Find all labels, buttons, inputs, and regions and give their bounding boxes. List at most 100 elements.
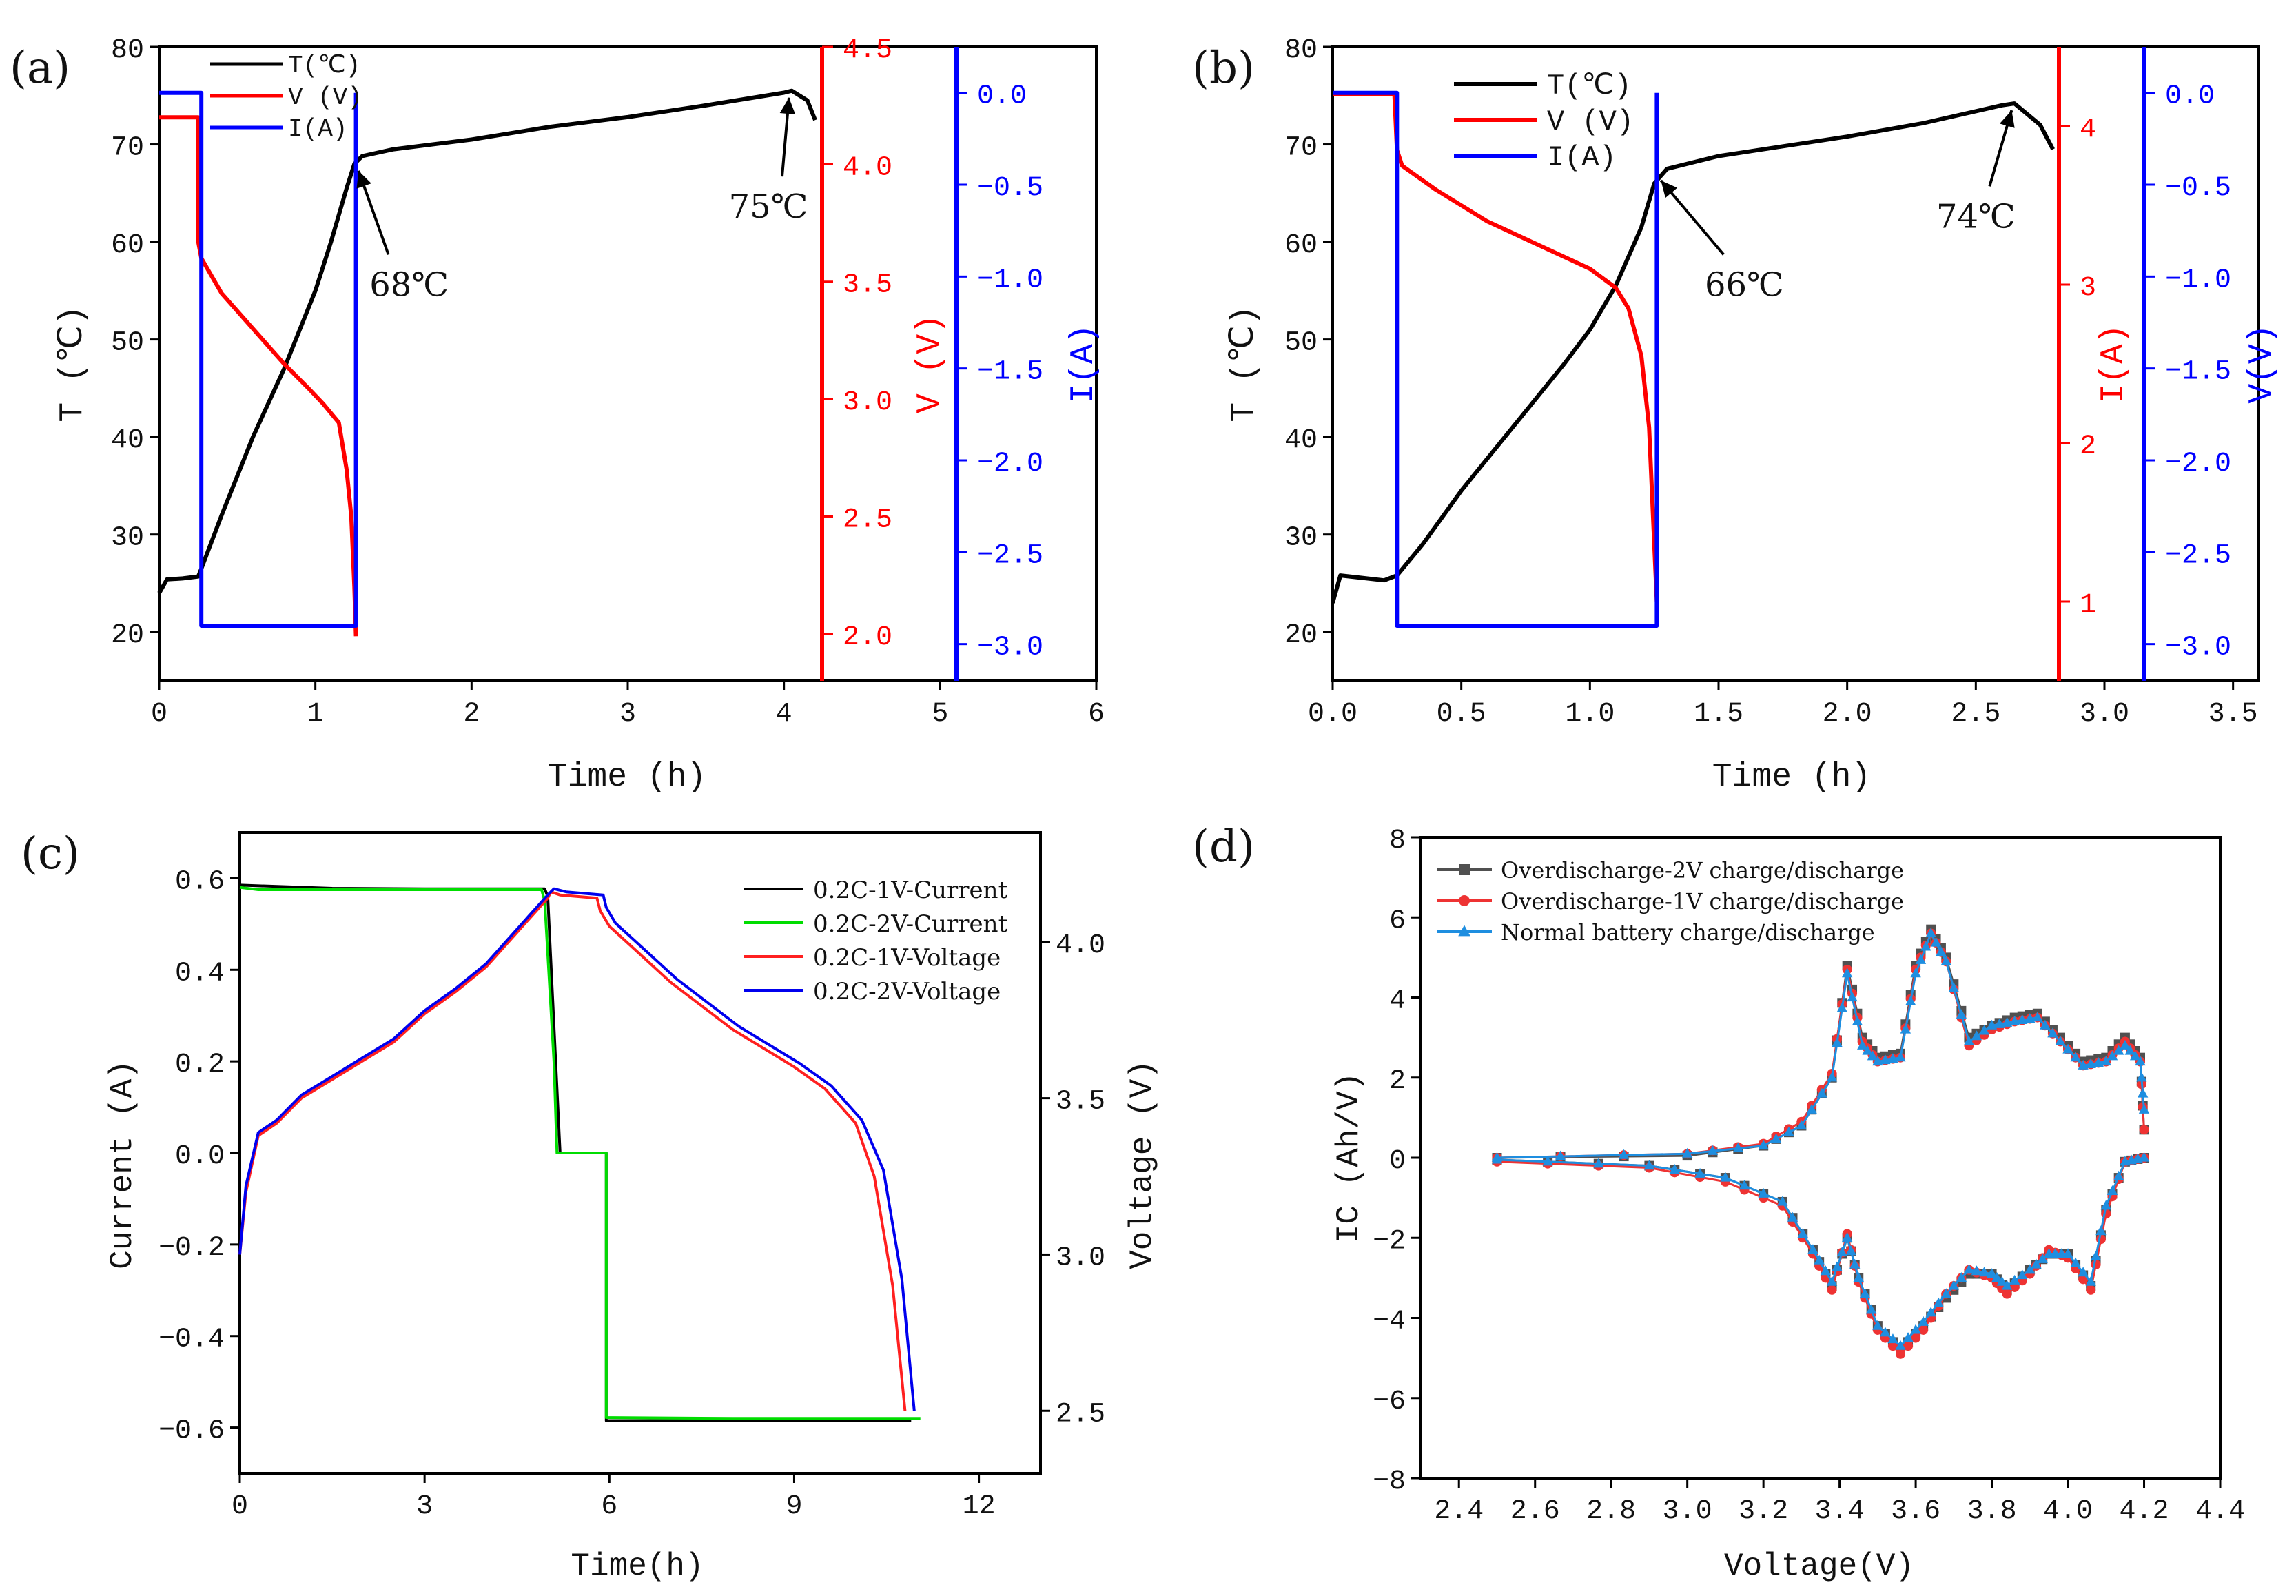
d-xtick-label-7: 3.8 xyxy=(1967,1496,2017,1527)
panel-a-xlabel: Time (h) xyxy=(548,759,706,796)
c-ytick-label-5: 0.4 xyxy=(175,958,225,989)
b-ytick-label-2: 40 xyxy=(1284,425,1318,456)
d-series-2-charge-point-20 xyxy=(1867,1050,1878,1061)
d-series-2-charge-point-51 xyxy=(2078,1059,2089,1070)
d-ytick-label-4: 0 xyxy=(1389,1146,1406,1177)
d-series-1-discharge-point-36 xyxy=(1896,1349,1905,1359)
b-I-tick-label-3: 4 xyxy=(2080,114,2096,145)
d-series-2-discharge-point-56 xyxy=(1739,1180,1750,1190)
a-ytick-label-5: 70 xyxy=(111,133,144,164)
d-series-2-discharge-point-8 xyxy=(2090,1250,2102,1260)
d-series-2-discharge-point-57 xyxy=(1720,1172,1731,1182)
d-xtick-label-10: 4.4 xyxy=(2195,1496,2245,1527)
d-series-2-charge-point-2 xyxy=(1618,1149,1630,1159)
d-series-2-charge-point-22 xyxy=(1880,1054,1891,1065)
a-annotation-1: 75℃ xyxy=(729,187,808,226)
d-series-2-discharge-point-30 xyxy=(1940,1288,1951,1298)
d-series-2-charge-point-11 xyxy=(1816,1087,1827,1098)
d-series-2-charge-point-23 xyxy=(1887,1053,1898,1063)
d-series-2-discharge-point-21 xyxy=(2001,1280,2013,1290)
panel-a-label: (a) xyxy=(10,43,70,94)
d-series-2-charge-point-43 xyxy=(2017,1014,2028,1025)
d-series-2-discharge-point-6 xyxy=(2100,1200,2111,1210)
d-series-2-discharge-point-52 xyxy=(1797,1228,1808,1238)
c-xtick-label-0: 0 xyxy=(232,1491,248,1522)
b-xtick-label-5: 2.5 xyxy=(1951,699,2000,730)
b-annotation-arrow-0-shaft xyxy=(1659,179,1725,256)
d-series-2-charge-point-10 xyxy=(1806,1103,1817,1114)
b-V-tick-label-2: −2.0 xyxy=(2165,449,2231,480)
legend-a-T-label: T(℃) xyxy=(288,52,360,80)
d-series-2-charge-point-26 xyxy=(1905,995,1916,1005)
d-series-2-discharge-point-55 xyxy=(1758,1187,1769,1198)
a-xtick-label-5: 5 xyxy=(932,699,948,730)
c-v-tick-label-0: 2.5 xyxy=(1056,1399,1105,1430)
d-series-2-discharge-point-54 xyxy=(1777,1196,1788,1206)
b-I-tick-label-1: 2 xyxy=(2080,431,2096,462)
d-series-2-charge-point-28 xyxy=(1915,954,1927,964)
d-series-2-discharge-point-49 xyxy=(1820,1265,1832,1276)
a-annotation-arrow-1-head xyxy=(779,97,796,114)
d-series-2-charge-point-58 xyxy=(2124,1045,2135,1055)
b-annotation-1: 74℃ xyxy=(1936,197,2016,236)
a-ytick-label-6: 80 xyxy=(111,35,144,66)
b-I-tick-label-0: 1 xyxy=(2080,590,2096,621)
d-series-2-discharge-point-61 xyxy=(1593,1158,1604,1168)
b-ytick-label-6: 80 xyxy=(1284,35,1318,66)
d-series-2-discharge-point-11 xyxy=(2070,1257,2081,1267)
panel-c-ylabel-voltage: Voltage (V) xyxy=(1125,1060,1160,1269)
a-I-tick-label-4: −1.0 xyxy=(977,265,1043,296)
d-xtick-label-2: 2.8 xyxy=(1586,1496,1636,1527)
b-ytick-label-3: 50 xyxy=(1284,328,1318,359)
a-I-tick-label-0: −3.0 xyxy=(977,633,1043,664)
d-series-2-charge-point-12 xyxy=(1826,1072,1838,1082)
a-I-tick-label-2: −2.0 xyxy=(977,449,1043,480)
d-series-2-discharge-point-45 xyxy=(1841,1231,1853,1242)
d-series-1-discharge-point-34 xyxy=(1911,1333,1921,1343)
d-series-1-discharge-point-33 xyxy=(1918,1324,1929,1335)
d-series-2-charge-point-4 xyxy=(1707,1145,1719,1155)
d-series-2-charge-point-45 xyxy=(2032,1012,2043,1022)
d-series-2-charge-point-59 xyxy=(2129,1050,2141,1061)
a-ytick-label-1: 30 xyxy=(111,523,144,554)
d-series-2-charge-point-7 xyxy=(1770,1133,1782,1143)
d-series-2-charge-point-30 xyxy=(1925,928,1936,938)
a-annotation-0: 68℃ xyxy=(369,265,449,304)
d-xtick-label-3: 3.0 xyxy=(1663,1496,1712,1527)
d-series-2-charge-point-55 xyxy=(2107,1050,2118,1061)
b-V-tick-label-0: −3.0 xyxy=(2165,633,2231,664)
c-ytick-label-3: 0.0 xyxy=(175,1141,225,1172)
d-series-2-charge-point-19 xyxy=(1862,1045,1873,1055)
b-xtick-label-1: 0.5 xyxy=(1437,699,1486,730)
d-series-2-charge-point-60 xyxy=(2135,1056,2146,1066)
d-series-2-charge-point-57 xyxy=(2120,1039,2131,1050)
d-series-2-discharge-point-53 xyxy=(1787,1211,1798,1222)
d-legend-marker-1 xyxy=(1459,895,1470,906)
d-series-2-discharge-point-48 xyxy=(1826,1276,1838,1286)
d-series-2-discharge-point-27 xyxy=(1963,1264,1975,1274)
d-ytick-label-2: −4 xyxy=(1373,1307,1406,1338)
legend-b-I-label: I(A) xyxy=(1547,141,1617,174)
d-series-2-charge-point-40 xyxy=(1993,1018,2005,1028)
d-series-2-discharge-point-47 xyxy=(1832,1261,1843,1271)
d-series-1-charge-line xyxy=(1497,932,2145,1159)
legend-a-I-label: I(A) xyxy=(288,115,347,143)
d-series-2-charge-point-5 xyxy=(1732,1143,1744,1153)
legend-b-T-label: T(℃) xyxy=(1547,70,1632,103)
d-series-2-charge-point-34 xyxy=(1948,982,1960,992)
d-series-2-discharge-point-20 xyxy=(2009,1274,2020,1285)
b-ytick-label-0: 20 xyxy=(1284,620,1318,651)
d-series-2-charge-point-6 xyxy=(1758,1140,1769,1150)
a-xtick-label-0: 0 xyxy=(151,699,167,730)
d-series-2-charge-point-35 xyxy=(1956,1009,1967,1019)
d-series-2-charge-point-8 xyxy=(1783,1126,1794,1136)
d-series-2-discharge-point-22 xyxy=(1996,1276,2008,1286)
panel-c-xlabel: Time(h) xyxy=(571,1548,704,1584)
d-series-2-discharge-point-40 xyxy=(1865,1304,1877,1314)
d-series-2-discharge-point-34 xyxy=(1910,1324,1921,1334)
d-series-2-discharge-point-50 xyxy=(1814,1254,1825,1265)
d-ytick-label-1: −6 xyxy=(1373,1387,1406,1418)
c-xtick-label-2: 6 xyxy=(601,1491,617,1522)
a-xtick-label-2: 2 xyxy=(463,699,480,730)
